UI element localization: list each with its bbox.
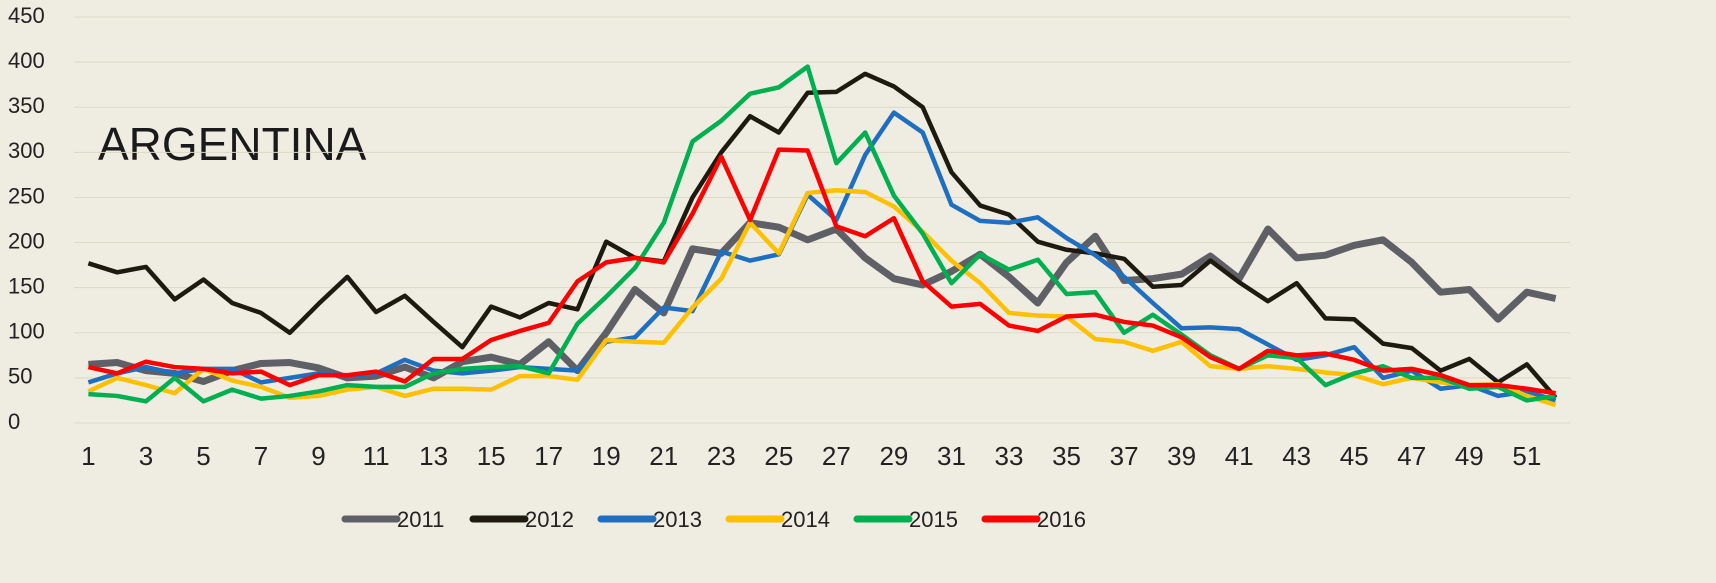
x-tick-label: 27 [822,441,851,471]
x-tick-label: 19 [592,441,621,471]
y-tick-label: 150 [8,273,45,298]
x-tick-label: 25 [764,441,793,471]
chart-title: ARGENTINA [98,118,367,170]
series-line [88,64,1556,404]
x-tick-label: 3 [139,441,153,471]
x-tick-label: 5 [196,441,210,471]
x-tick-label: 45 [1340,441,1369,471]
y-tick-label: 100 [8,319,45,344]
x-tick-label: 15 [477,441,506,471]
y-tick-label: 200 [8,228,45,253]
y-tick-label: 350 [8,93,45,118]
x-tick-label: 9 [311,441,325,471]
series-line [87,147,1556,396]
legend-label: 2011 [397,507,444,532]
x-tick-label: 51 [1512,441,1541,471]
y-tick-label: 50 [8,364,32,389]
x-tick-label: 1 [81,441,95,471]
x-tick-label: 49 [1455,441,1484,471]
x-tick-label: 11 [363,441,390,471]
y-tick-label: 0 [8,409,20,434]
x-tick-label: 43 [1282,441,1311,471]
legend-label: 2015 [909,507,958,532]
x-tick-label: 7 [254,441,268,471]
y-tick-label: 450 [8,3,45,28]
legend-label: 2012 [525,507,574,532]
x-tick-label: 39 [1167,441,1196,471]
x-tick-label: 47 [1397,441,1426,471]
legend-label: 2013 [653,507,702,532]
x-tick-label: 17 [534,441,563,471]
legend-label: 2014 [781,507,830,532]
x-tick-label: 33 [995,441,1024,471]
y-tick-label: 400 [8,48,45,73]
x-tick-label: 21 [649,441,678,471]
y-tick-label: 300 [8,138,45,163]
x-tick-label: 31 [937,441,966,471]
x-tick-label: 23 [707,441,736,471]
x-tick-label: 41 [1225,441,1254,471]
x-tick-label: 29 [879,441,908,471]
x-tick-label: 37 [1110,441,1139,471]
x-tick-label: 35 [1052,441,1081,471]
x-tick-label: 13 [419,441,448,471]
y-tick-label: 250 [8,183,45,208]
series-line [87,71,1558,400]
legend-label: 2016 [1037,507,1086,532]
